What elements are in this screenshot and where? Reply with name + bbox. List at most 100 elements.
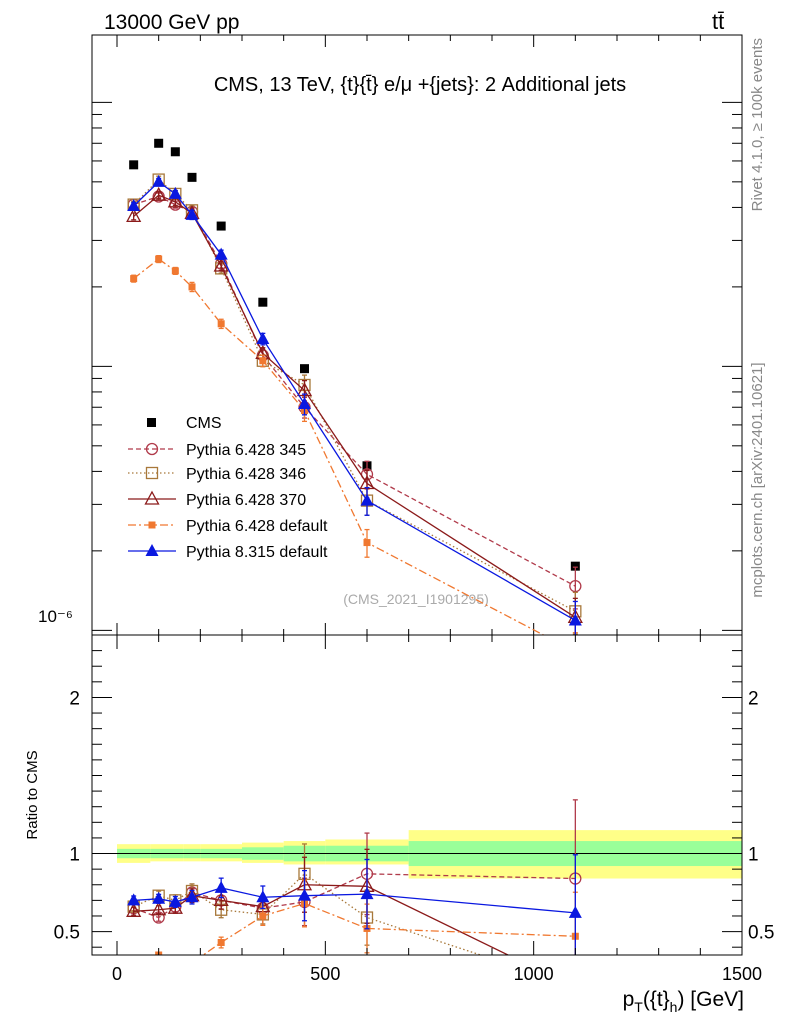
point-pdef-7 [363,539,371,547]
uncertainty-bands [117,830,742,879]
process-label: tt̄ [712,9,724,34]
series-p8 [127,174,582,635]
ratio-point-pdef-0 [130,959,137,966]
point-p8-0 [127,199,141,212]
line-pdef [133,258,545,635]
mcplots-label: mcplots.cern.ch [arXiv:2401.10621] [749,362,766,597]
main-panel: CMS, 13 TeV, {t}{t̄} e/μ +{jets}: 2 Addi… [38,34,743,655]
ratio-line-p346 [133,872,483,955]
ratio-point-p8-3 [185,890,199,903]
x-tick-label-0: 0 [112,964,122,984]
legend-marker-p346 [145,466,159,480]
ratio-point-p8-4 [214,880,228,893]
ratio-y-tick-label-right-2: 2 [748,688,759,709]
ratio-point-p370-0 [126,902,142,917]
legend-entry-p346: Pythia 6.428 346 [128,466,306,483]
ratio-point-pdef-4 [217,939,225,947]
legend-label-p8: Pythia 8.315 default [186,544,328,561]
point-p370-0 [126,208,142,223]
point-cms-0 [129,160,139,170]
legend: CMS Pythia 6.428 345 Pythia 6.428 346 Py… [128,415,328,561]
ratio-panel: 0 500 1000 1500 0.5 0.5 1 1 2 2 Ratio to CMS pT({… [24,634,774,1015]
point-pdef-2 [171,267,179,275]
ratio-y-axis-label: Ratio to CMS [24,750,41,839]
point-p345-1 [152,190,165,203]
point-p345-8 [569,580,582,593]
point-cms-4 [216,221,226,231]
legend-marker-p8 [145,544,159,556]
ratio-point-p370-2 [167,899,183,914]
ratio-point-p346-8 [570,981,581,992]
point-p8-4 [214,247,228,260]
ratio-point-pdef-2 [172,956,179,963]
ratio-y-tick-label-left-2: 2 [69,688,80,709]
ratio-point-pdef-3 [189,959,196,966]
point-p8-2 [168,186,182,199]
point-cms-6 [300,364,309,374]
point-p370-2 [167,193,183,208]
point-pdef-5 [259,357,267,365]
point-cms-2 [170,147,180,157]
ratio-point-p8-7 [360,887,374,900]
ratio-line-p8 [133,887,576,914]
x-tick-label-1000: 1000 [514,964,554,984]
point-p8-3 [185,207,199,220]
ratio-point-p8-8 [568,905,582,918]
legend-marker-pdef [148,521,156,529]
legend-entry-cms: CMS [147,415,222,432]
ratio-axis-ticks: 0 500 1000 1500 0.5 0.5 1 1 2 2 [54,635,774,984]
legend-label-p345: Pythia 6.428 345 [186,442,306,459]
point-cms-5 [258,297,268,307]
ratio-series-clip [126,799,582,993]
ratio-frame [91,634,743,956]
ratio-point-p8-6 [298,888,311,901]
ratio-point-p370-8 [569,981,582,993]
ratio-line-p370 [133,884,510,955]
legend-label-cms: CMS [186,415,222,432]
legend-marker-cms [147,418,156,427]
point-p370-4 [213,257,229,272]
legend-marker-p345 [145,442,159,456]
legend-label-p346: Pythia 6.428 346 [186,466,306,483]
legend-entry-p345: Pythia 6.428 345 [128,442,306,459]
ratio-y-tick-label-right-1: 1 [748,845,759,866]
ratio-point-p370-4 [213,892,229,907]
analysis-watermark: (CMS_2021_I1901295) [343,591,489,607]
chart-title: CMS, 13 TeV, {t}{t̄} e/μ +{jets}: 2 Addi… [214,74,626,96]
point-p8-6 [298,397,311,410]
series-p346 [127,173,582,635]
ratio-point-p370-1 [151,901,167,916]
point-p8-7 [360,493,374,506]
ratio-point-p8-5 [256,890,270,903]
energy-label: 13000 GeV pp [104,11,239,34]
point-pdef-1 [155,255,163,263]
legend-marker-p370 [144,490,160,505]
point-p8-1 [152,174,166,187]
point-cms-8 [570,561,580,571]
ratio-y-tick-label-left-1: 1 [69,845,80,866]
y-tick-label-1e-6: 10⁻⁶ [38,607,73,626]
main-axis-ticks [92,35,743,635]
point-cms-3 [187,172,197,182]
legend-entry-p370: Pythia 6.428 370 [128,490,306,509]
ratio-y-tick-label-right-0: 0.5 [748,923,774,944]
legend-label-p370: Pythia 6.428 370 [186,492,306,509]
point-p8-8 [568,613,582,626]
point-cms-1 [154,138,164,148]
point-pdef-4 [217,320,225,328]
point-p8-5 [256,331,270,344]
legend-label-pdef: Pythia 6.428 default [186,518,328,535]
series-pdef [130,254,579,655]
legend-entry-p8: Pythia 8.315 default [128,544,328,561]
ratio-point-p8-0 [127,893,141,906]
point-pdef-8 [572,648,579,655]
x-tick-label-500: 500 [310,964,340,984]
ratio-point-p8-1 [152,891,166,904]
legend-entry-pdef: Pythia 6.428 default [128,518,328,535]
ratio-series [126,799,582,993]
ratio-point-p8-2 [168,894,182,907]
ratio-y-tick-label-left-0: 0.5 [54,923,80,944]
rivet-version-label: Rivet 4.1.0, ≥ 100k events [749,38,766,211]
point-pdef-3 [188,283,196,291]
